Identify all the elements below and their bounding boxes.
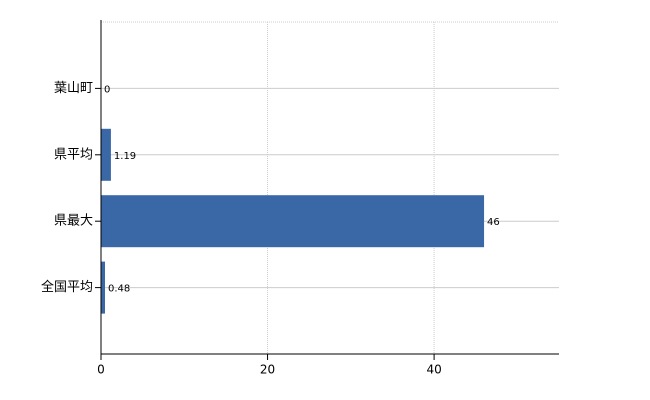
value-label: 0	[104, 84, 110, 95]
bar	[101, 128, 111, 181]
y-tick-label: 県最大	[54, 214, 93, 229]
x-tick-label: 0	[97, 363, 105, 377]
x-tick-label: 40	[426, 363, 441, 377]
y-tick-label: 葉山町	[54, 81, 93, 96]
y-tick-label: 全国平均	[41, 279, 93, 295]
y-tick-label: 県平均	[54, 147, 93, 162]
x-tick-label: 20	[260, 363, 275, 377]
value-label: 0.48	[108, 284, 130, 295]
value-label: 46	[487, 217, 500, 228]
bar	[101, 261, 105, 314]
bar	[101, 195, 485, 248]
value-label: 1.19	[114, 151, 136, 162]
